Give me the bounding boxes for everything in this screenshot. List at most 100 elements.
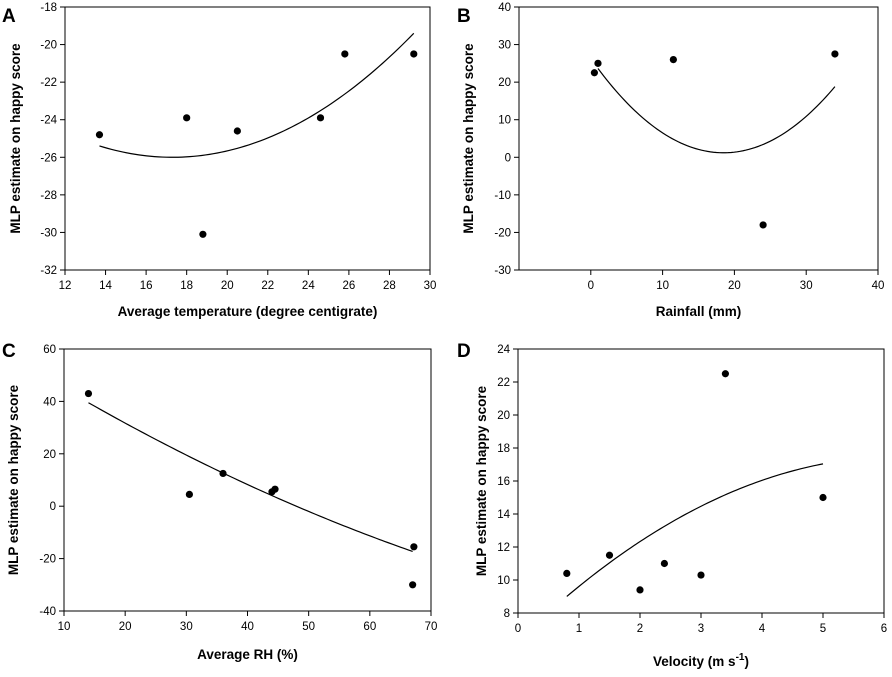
- fit-curve-c: [88, 402, 413, 553]
- panel-a: 12 14 16 18 20 22 24 26 28 30 -32 -30 -28 -26 -24 -22 -2…: [2, 2, 436, 319]
- y-tick-label-d: 16: [497, 476, 510, 488]
- y-tick-label-c: 60: [43, 344, 56, 356]
- data-point-c: [271, 485, 279, 493]
- x-tick-label-a: 30: [424, 280, 437, 292]
- x-tick-label-c: 10: [58, 621, 71, 633]
- data-point-a: [341, 50, 349, 58]
- y-tick-label-d: 20: [497, 410, 510, 422]
- x-tick-label-c: 50: [302, 621, 315, 633]
- x-tick-label-a: 20: [221, 280, 234, 292]
- panel-letter-a: A: [2, 6, 16, 27]
- x-tick-label-c: 30: [180, 621, 193, 633]
- y-tick-label-b: 0: [505, 152, 511, 164]
- fit-curve-b: [597, 68, 836, 154]
- y-tick-label-c: -20: [39, 554, 56, 566]
- y-tick-label-c: -40: [39, 606, 56, 618]
- x-tick-label-a: 22: [261, 280, 274, 292]
- x-tick-label-d: 6: [881, 623, 887, 635]
- panel-b: 0 10 20 30 40 -30 -20 -10 0 10 20 30 40 B Rainfall (mm…: [457, 2, 884, 319]
- plot-frame-b: [518, 6, 879, 271]
- y-axis-title-d: MLP estimate on happy score: [474, 385, 489, 576]
- panel-c: 10 20 30 40 50 60 70 -40 -20 0 20 40 60 C Average RH (…: [2, 341, 437, 662]
- data-point-d: [721, 370, 730, 378]
- y-tick-label-a: -28: [40, 190, 57, 202]
- y-tick-label-c: 40: [43, 396, 56, 408]
- y-tick-label-b: 30: [498, 40, 511, 52]
- y-tick-label-b: 40: [498, 2, 511, 14]
- y-tick-label-d: 22: [497, 377, 510, 389]
- data-point-b: [669, 56, 677, 64]
- fit-curve-a: [99, 32, 415, 158]
- y-axis-title-c: MLP estimate on happy score: [6, 384, 21, 575]
- x-axis-title-end-d: ): [744, 654, 749, 669]
- y-tick-label-c: 20: [43, 449, 56, 461]
- y-tick-label-d: 12: [497, 542, 510, 554]
- y-tick-label-b: 10: [498, 115, 511, 127]
- y-tick-label-d: 18: [497, 443, 510, 455]
- x-tick-label-d: 5: [820, 623, 826, 635]
- y-tick-label-d: 24: [497, 344, 510, 356]
- x-axis-title-c: Average RH (%): [197, 647, 298, 662]
- data-point-b: [759, 221, 767, 229]
- data-point-a: [183, 114, 191, 122]
- x-axis-title-b: Rainfall (mm): [656, 304, 742, 319]
- data-point-d: [697, 571, 705, 579]
- x-tick-label-a: 26: [342, 280, 355, 292]
- x-tick-label-c: 40: [241, 621, 254, 633]
- y-tick-label-a: -30: [40, 227, 57, 239]
- y-tick-label-a: -26: [40, 152, 57, 164]
- x-tick-label-c: 70: [425, 621, 438, 633]
- panel-letter-d: D: [457, 341, 471, 362]
- x-tick-label-b: 20: [728, 280, 741, 292]
- data-point-a: [316, 114, 325, 122]
- data-point-b: [831, 50, 839, 58]
- y-tick-label-b: -30: [494, 265, 511, 277]
- x-tick-label-b: 30: [800, 280, 813, 292]
- y-axis-title-a: MLP estimate on happy score: [8, 43, 23, 234]
- data-point-b: [590, 69, 598, 77]
- x-tick-label-a: 28: [383, 280, 396, 292]
- data-point-b: [594, 59, 602, 67]
- y-axis-title-b: MLP estimate on happy score: [461, 43, 476, 234]
- data-point-c: [84, 389, 93, 398]
- x-tick-label-b: 40: [872, 280, 885, 292]
- data-point-a: [233, 127, 241, 135]
- fit-curve-d: [566, 463, 824, 597]
- x-axis-title-a: Average temperature (degree centigrate): [118, 304, 378, 319]
- data-point-a: [410, 50, 418, 58]
- x-tick-label-c: 60: [363, 621, 376, 633]
- data-point-a: [95, 131, 104, 139]
- y-tick-label-a: -20: [40, 40, 57, 52]
- y-tick-label-d: 14: [497, 509, 510, 521]
- data-point-c: [185, 490, 193, 499]
- y-tick-label-c: 0: [50, 501, 56, 513]
- x-axis-title-d: Velocity (m s-1): [653, 652, 749, 669]
- x-axis-title-superscript-d: -1: [736, 652, 745, 663]
- data-point-d: [636, 586, 644, 594]
- x-tick-label-d: 4: [759, 623, 766, 635]
- x-tick-label-a: 24: [302, 280, 315, 292]
- x-tick-label-d: 3: [698, 623, 704, 635]
- data-point-d: [605, 551, 614, 559]
- x-tick-label-d: 2: [637, 623, 643, 635]
- x-tick-label-b: 0: [588, 280, 594, 292]
- y-tick-label-a: -18: [40, 2, 57, 14]
- panel-letter-c: C: [2, 341, 16, 362]
- data-point-d: [660, 559, 669, 568]
- panel-letter-b: B: [457, 6, 471, 27]
- y-tick-label-b: -10: [494, 190, 511, 202]
- y-tick-label-d: 10: [497, 575, 510, 587]
- y-tick-label-a: -22: [40, 77, 57, 89]
- data-point-d: [819, 493, 827, 502]
- y-tick-label-a: -32: [40, 265, 57, 277]
- x-tick-label-a: 14: [99, 280, 112, 292]
- data-point-c: [410, 543, 418, 551]
- y-tick-label-b: 20: [498, 77, 511, 89]
- data-point-a: [199, 230, 207, 238]
- x-tick-label-a: 18: [180, 280, 193, 292]
- x-tick-label-d: 0: [515, 623, 521, 635]
- x-tick-label-a: 12: [59, 280, 72, 292]
- data-point-d: [563, 569, 571, 578]
